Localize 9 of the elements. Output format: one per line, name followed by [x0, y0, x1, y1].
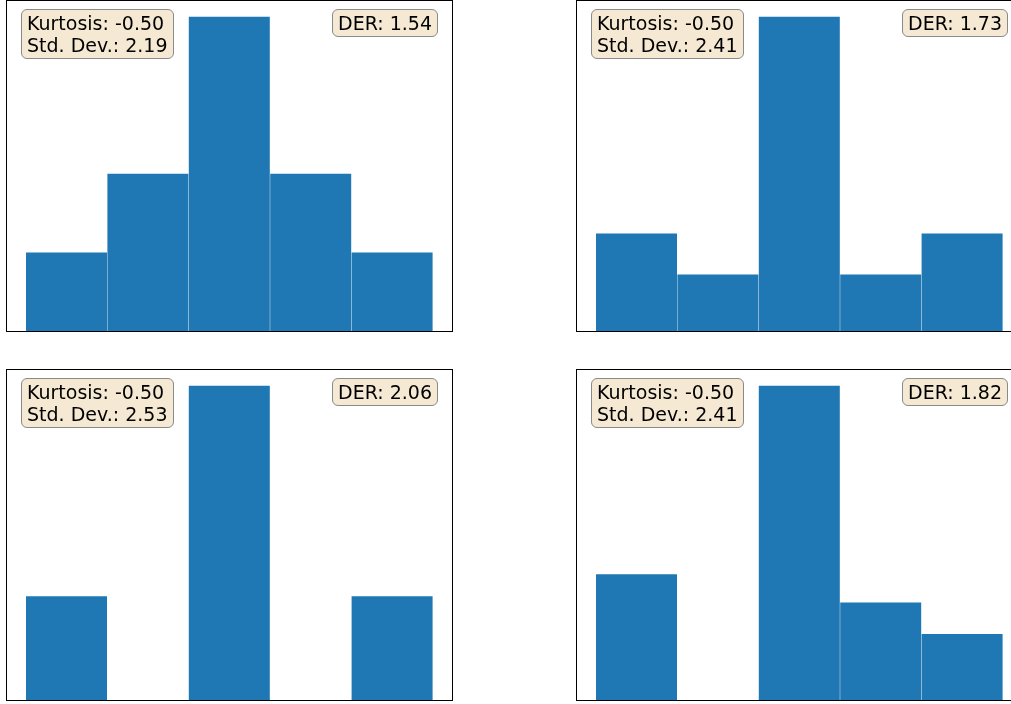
annotation: DER: 1.82: [902, 378, 1008, 406]
annotation: Kurtosis: -0.50 Std. Dev.: 2.53: [21, 378, 174, 428]
bar: [596, 574, 677, 700]
annotation: Kurtosis: -0.50 Std. Dev.: 2.41: [591, 9, 744, 59]
annotation: Kurtosis: -0.50 Std. Dev.: 2.19: [21, 9, 174, 59]
annotation: DER: 1.54: [332, 9, 438, 37]
annotation: DER: 1.73: [902, 9, 1008, 37]
annotation: DER: 2.06: [332, 378, 438, 406]
annotation: Kurtosis: -0.50 Std. Dev.: 2.41: [591, 378, 744, 428]
